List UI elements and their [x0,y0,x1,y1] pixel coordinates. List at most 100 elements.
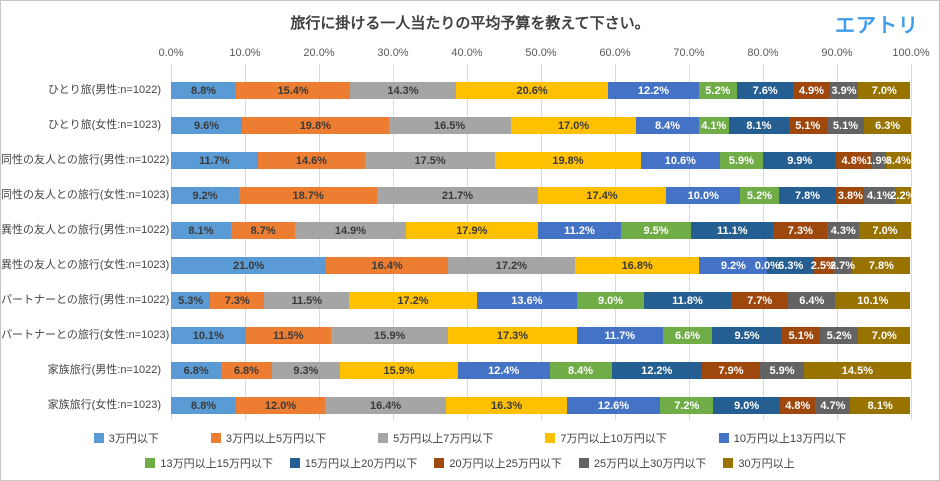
legend-label: 5万円以上7万円以下 [393,433,494,445]
data-label: 3.8% [837,189,863,202]
data-label: 6.8% [183,364,209,377]
data-label: 14.6% [295,154,328,167]
data-label: 2.7% [829,259,856,272]
gridline [171,64,172,420]
data-label: 7.0% [871,84,897,97]
category-label: 家族旅行(男性:n=1022) [47,364,161,376]
bar-segment: 14.5% [803,362,911,379]
data-label: 12.4% [488,364,520,377]
bar-segment: 3.9% [829,82,859,99]
gridline [467,64,468,420]
data-label: 9.3% [293,364,319,377]
bar-segment: 6.3% [767,257,815,274]
legend-item: 20万円以上25万円以下 [434,455,562,471]
legend-item: 15万円以上20万円以下 [289,455,418,471]
bar-segment: 11.5% [264,292,350,309]
data-label: 7.0% [872,224,898,237]
bar-segment: 14.9% [295,222,406,239]
x-tick-label: 10.0% [229,47,261,59]
bar-segment: 4.8% [836,152,872,169]
data-label: 4.3% [830,224,856,237]
bar-segment: 6.6% [663,327,712,344]
data-label: 11.5% [291,294,323,307]
bar-segment: 11.7% [171,152,258,169]
data-label: 18.7% [292,189,324,202]
data-label: 10.1% [857,294,889,307]
data-label: 12.0% [264,399,297,412]
gridline [319,64,320,420]
category-label: パートナーとの旅行(女性:n=1023) [1,329,170,341]
bar-segment: 7.0% [859,222,911,239]
bar-segment: 4.9% [793,82,830,99]
bar-segment: 8.8% [171,397,237,414]
data-label: 6.3% [875,119,901,132]
data-label: 10.1% [192,329,224,342]
legend-label: 20万円以上25万円以下 [449,458,562,470]
data-label: 17.2% [397,294,429,307]
data-label: 9.6% [193,119,220,132]
data-label: 7.3% [224,294,250,307]
bar-segment: 16.4% [324,397,447,414]
data-label: 4.1% [701,119,727,132]
bar-segment: 17.9% [405,222,539,239]
bar-segment: 9.9% [763,152,837,169]
bar-segment: 5.3% [171,292,211,309]
data-label: 15.4% [277,84,309,97]
bar-segment: 14.6% [257,152,366,169]
category-label: 家族旅行(女性:n=1023) [47,399,161,411]
legend-item: 3万円以上5万円以下 [210,430,326,446]
data-label: 9.0% [734,399,760,412]
bar-row: 9.6% 19.8% 16.5% 17.0% 8.4% 4.1% 8.1% 5.1% 5.1% 6… [171,117,911,134]
bar-segment: 17.4% [537,187,667,204]
bar-segment: 16.3% [446,397,567,414]
data-label: 8.7% [250,224,276,237]
legend-label: 10万円以上13万円以下 [733,433,847,445]
data-label: 16.8% [621,259,653,272]
bar-segment: 11.8% [643,292,732,309]
legend-item: 13万円以上15万円以下 [145,455,273,471]
bar-segment: 10.1% [835,292,911,309]
bar-segment: 7.7% [731,292,789,309]
legend-label: 15万円以上20万円以下 [304,458,418,470]
data-label: 6.3% [778,259,804,272]
x-tick-label: 70.0% [673,47,705,59]
data-label: 15.9% [383,364,415,377]
gridline [541,64,542,420]
data-label: 16.5% [433,119,466,132]
legend-swatch [378,433,389,443]
legend-label: 7万円以上10万円以下 [560,433,667,445]
data-label: 1.9% [866,154,892,167]
bar-segment: 7.3% [773,222,828,239]
bar-segment: 9.5% [620,222,692,239]
bar-segment: 9.2% [699,257,768,274]
bar-segment: 2.2% [890,187,915,204]
bar-segment: 17.5% [365,152,495,169]
legend-item: 10万円以上13万円以下 [718,430,847,446]
bar-segment: 17.2% [447,257,576,274]
legend-label: 30万円以上 [738,458,795,470]
bar-segment: 12.4% [457,362,550,379]
bar-segment: 7.0% [858,82,911,99]
data-label: 16.4% [369,399,402,412]
bar-segment: 4.1% [864,187,895,204]
bar-segment: 10.1% [171,327,246,344]
bar-segment: 17.0% [510,117,637,134]
airtrip-logo: エアトリ [835,15,919,37]
data-label: 10.0% [687,189,719,202]
bar-segment: 6.3% [864,117,911,134]
bar-segment: 15.9% [330,327,449,344]
legend-item: 5万円以上7万円以下 [378,430,493,446]
category-label: ひとり旅(男性:n=1022) [47,84,161,96]
data-label: 11.2% [564,224,595,237]
x-tick-label: 0.0% [158,47,184,59]
data-label: 6.6% [674,329,701,342]
gridline [837,64,838,420]
bar-segment: 4.8% [779,397,816,414]
bar-segment: 8.1% [728,117,789,134]
legend-label: 25万円以上30万円以下 [593,458,707,470]
bar-segment: 5.2% [698,82,738,99]
bar-segment: 5.2% [740,187,779,204]
data-label: 9.5% [734,329,760,342]
category-label: 同性の友人との旅行(女性:n=1023) [1,189,170,201]
